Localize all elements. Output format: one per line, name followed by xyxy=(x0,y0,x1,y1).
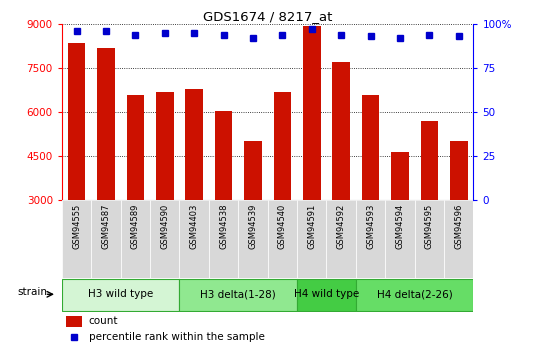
FancyBboxPatch shape xyxy=(121,200,150,278)
Bar xyxy=(362,95,379,200)
Bar xyxy=(303,26,321,200)
FancyBboxPatch shape xyxy=(238,200,267,278)
FancyBboxPatch shape xyxy=(356,279,473,311)
Text: GSM94595: GSM94595 xyxy=(425,204,434,249)
FancyBboxPatch shape xyxy=(297,200,327,278)
Text: H3 wild type: H3 wild type xyxy=(88,289,153,299)
FancyBboxPatch shape xyxy=(297,279,356,311)
Bar xyxy=(391,152,409,200)
Text: GSM94539: GSM94539 xyxy=(249,204,258,249)
FancyBboxPatch shape xyxy=(91,200,121,278)
FancyBboxPatch shape xyxy=(62,200,91,278)
Bar xyxy=(185,89,203,200)
Text: strain: strain xyxy=(17,287,47,296)
Text: GSM94591: GSM94591 xyxy=(307,204,316,249)
Text: percentile rank within the sample: percentile rank within the sample xyxy=(89,332,265,342)
FancyBboxPatch shape xyxy=(327,200,356,278)
FancyBboxPatch shape xyxy=(180,279,297,311)
Bar xyxy=(97,48,115,200)
Bar xyxy=(126,95,144,200)
Bar xyxy=(450,141,468,200)
Bar xyxy=(215,111,232,200)
Text: GSM94555: GSM94555 xyxy=(72,204,81,249)
Text: GSM94403: GSM94403 xyxy=(190,204,199,249)
Bar xyxy=(421,121,438,200)
Text: GSM94538: GSM94538 xyxy=(219,204,228,249)
FancyBboxPatch shape xyxy=(385,200,415,278)
Text: GSM94590: GSM94590 xyxy=(160,204,169,249)
Title: GDS1674 / 8217_at: GDS1674 / 8217_at xyxy=(203,10,332,23)
Bar xyxy=(273,92,291,200)
Bar xyxy=(66,315,82,327)
FancyBboxPatch shape xyxy=(415,200,444,278)
Text: H4 delta(2-26): H4 delta(2-26) xyxy=(377,289,452,299)
Bar xyxy=(156,92,174,200)
Text: GSM94592: GSM94592 xyxy=(337,204,345,249)
Text: H3 delta(1-28): H3 delta(1-28) xyxy=(200,289,276,299)
Text: GSM94593: GSM94593 xyxy=(366,204,375,249)
Bar xyxy=(68,43,86,200)
Text: GSM94589: GSM94589 xyxy=(131,204,140,249)
FancyBboxPatch shape xyxy=(444,200,473,278)
FancyBboxPatch shape xyxy=(267,200,297,278)
Text: GSM94540: GSM94540 xyxy=(278,204,287,249)
FancyBboxPatch shape xyxy=(209,200,238,278)
FancyBboxPatch shape xyxy=(62,279,180,311)
FancyBboxPatch shape xyxy=(150,200,180,278)
FancyBboxPatch shape xyxy=(180,200,209,278)
FancyBboxPatch shape xyxy=(356,200,385,278)
Text: count: count xyxy=(89,316,118,326)
Text: GSM94594: GSM94594 xyxy=(395,204,405,249)
Bar xyxy=(244,141,262,200)
Text: GSM94596: GSM94596 xyxy=(454,204,463,249)
Text: H4 wild type: H4 wild type xyxy=(294,289,359,299)
Text: GSM94587: GSM94587 xyxy=(102,204,110,249)
Bar xyxy=(332,62,350,200)
